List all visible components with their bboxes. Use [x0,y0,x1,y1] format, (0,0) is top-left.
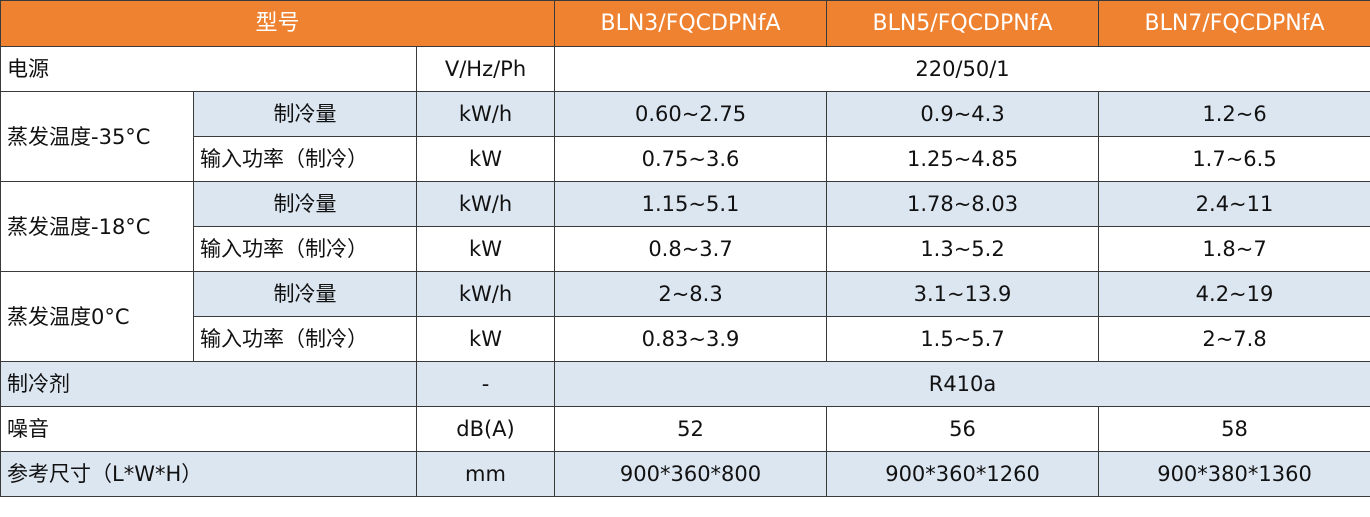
value-cell: 220/50/1 [554,46,1370,92]
value-cell: 1.2~6 [1098,91,1370,137]
value-cell: 4.2~19 [1098,271,1370,317]
unit-cell: kW/h [415,271,556,317]
row-label: 噪音 [0,406,417,452]
value-cell: 3.1~13.9 [826,271,1100,317]
group-label: 蒸发温度-18°C [0,181,194,272]
value-cell: 0.8~3.7 [554,226,828,272]
spec-table: 型号 BLN3/FQCDPNfA BLN5/FQCDPNfA BLN7/FQCD… [0,0,1370,497]
header-row: 型号 BLN3/FQCDPNfA BLN5/FQCDPNfA BLN7/FQCD… [0,0,1370,47]
value-cell: 900*380*1360 [1098,451,1370,497]
input-row: 输入功率（制冷） kW 0.8~3.7 1.3~5.2 1.8~7 [1,226,1370,272]
value-cell: 0.75~3.6 [554,136,828,182]
sub-label: 制冷量 [193,181,417,227]
value-cell: 1.7~6.5 [1098,136,1370,182]
model-cell: BLN3/FQCDPNfA [554,0,828,47]
value-cell: 2~7.8 [1098,316,1370,362]
model-label-cell: 型号 [0,0,556,47]
model-cell: BLN7/FQCDPNfA [1098,0,1370,47]
cooling-row: 蒸发温度-18°C 制冷量 kW/h 1.15~5.1 1.78~8.03 2.… [0,181,1370,272]
sub-label: 输入功率（制冷） [193,316,417,362]
value-cell: 2~8.3 [554,271,828,317]
value-cell: 1.78~8.03 [826,181,1100,227]
value-cell: 1.15~5.1 [554,181,828,227]
group-label: 蒸发温度-35°C [0,91,194,182]
value-cell: 1.25~4.85 [826,136,1100,182]
value-cell: 900*360*1260 [826,451,1100,497]
input-row: 输入功率（制冷） kW 0.75~3.6 1.25~4.85 1.7~6.5 [1,136,1370,182]
unit-cell: V/Hz/Ph [415,46,556,92]
row-label: 制冷剂 [0,361,417,407]
value-cell: 1.8~7 [1098,226,1370,272]
sub-label: 输入功率（制冷） [193,226,417,272]
sub-label: 制冷量 [193,91,417,137]
row-label: 电源 [0,46,417,92]
row-label: 参考尺寸（L*W*H） [0,451,417,497]
group-label: 蒸发温度0°C [0,271,194,362]
value-cell: 1.3~5.2 [826,226,1100,272]
unit-cell: kW/h [415,181,556,227]
unit-cell: kW [415,316,556,362]
cooling-row: 蒸发温度-35°C 制冷量 kW/h 0.60~2.75 0.9~4.3 1.2… [0,91,1370,182]
cooling-row: 蒸发温度0°C 制冷量 kW/h 2~8.3 3.1~13.9 4.2~19 [0,271,1370,362]
refrigerant-row: 制冷剂 - R410a [0,361,1370,407]
model-cell: BLN5/FQCDPNfA [826,0,1100,47]
power-row: 电源 V/Hz/Ph 220/50/1 [0,46,1370,92]
value-cell: 2.4~11 [1098,181,1370,227]
value-cell: 0.9~4.3 [826,91,1100,137]
input-row: 输入功率（制冷） kW 0.83~3.9 1.5~5.7 2~7.8 [1,316,1370,362]
dimensions-row: 参考尺寸（L*W*H） mm 900*360*800 900*360*1260 … [0,451,1370,497]
value-cell: 56 [826,406,1100,452]
unit-cell: - [415,361,556,407]
noise-row: 噪音 dB(A) 52 56 58 [0,406,1370,452]
value-cell: 900*360*800 [554,451,828,497]
unit-cell: dB(A) [415,406,556,452]
value-cell: 58 [1098,406,1370,452]
unit-cell: mm [415,451,556,497]
unit-cell: kW [415,226,556,272]
unit-cell: kW/h [415,91,556,137]
sub-label: 输入功率（制冷） [193,136,417,182]
value-cell: 0.83~3.9 [554,316,828,362]
value-cell: R410a [554,361,1370,407]
value-cell: 1.5~5.7 [826,316,1100,362]
unit-cell: kW [415,136,556,182]
value-cell: 0.60~2.75 [554,91,828,137]
value-cell: 52 [554,406,828,452]
sub-label: 制冷量 [193,271,417,317]
